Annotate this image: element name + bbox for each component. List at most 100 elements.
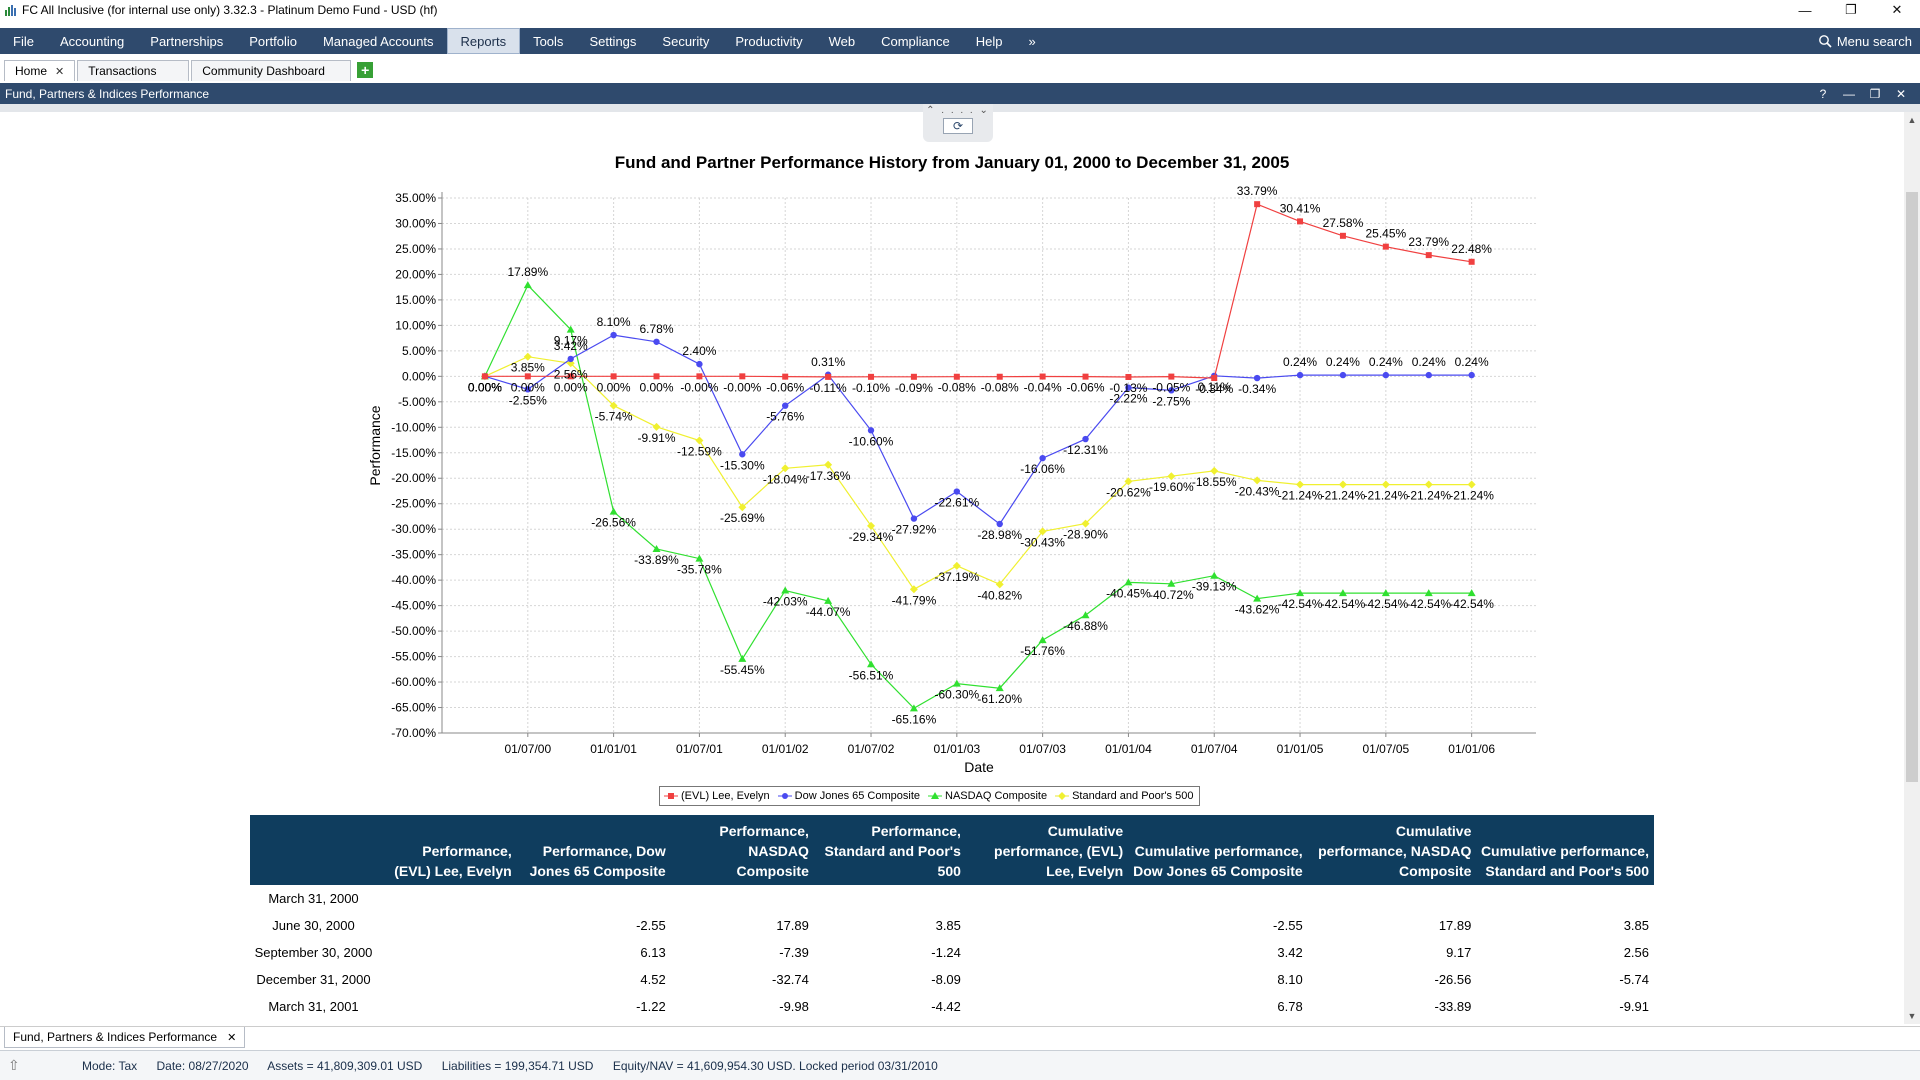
scroll-up-icon[interactable]: ▲ xyxy=(1907,115,1917,125)
data-point xyxy=(652,422,661,431)
data-label: -0.10% xyxy=(852,381,890,395)
table-cell-date: June 30, 2000 xyxy=(272,918,355,933)
data-label: -18.55% xyxy=(1192,475,1237,489)
table-cell xyxy=(1476,885,1654,912)
data-label: -42.54% xyxy=(1278,597,1323,611)
column-header-date[interactable] xyxy=(250,815,380,885)
table-cell: -33.89 xyxy=(1434,999,1472,1014)
scroll-down-icon[interactable]: ▼ xyxy=(1907,1011,1917,1021)
column-header[interactable]: Performance, (EVL) Lee, Evelyn xyxy=(380,815,517,885)
menu-portfolio[interactable]: Portfolio xyxy=(249,33,297,49)
splitter-arrows-icon[interactable]: ⌃ . . . . ⌄ xyxy=(926,105,990,116)
panel-title: Fund, Partners & Indices Performance xyxy=(5,86,210,101)
data-point xyxy=(824,460,833,469)
menu-accounting[interactable]: Accounting xyxy=(59,33,125,49)
table-row[interactable]: June 30, 2000 -2.55 17.89 3.85 -2.55 17.89 3.8… xyxy=(250,912,1654,939)
panel-close-button[interactable]: ✕ xyxy=(1895,86,1907,101)
data-point xyxy=(1038,636,1047,644)
data-label: 0.00% xyxy=(597,380,631,394)
data-label: -55.45% xyxy=(720,663,765,677)
column-header[interactable]: Cumulative performance, (EVL) Lee, Evely… xyxy=(965,815,1129,885)
legend-item-evl: (EVL) Lee, Evelyn xyxy=(664,790,770,802)
data-point xyxy=(1081,519,1090,528)
table-row[interactable]: March 31, 2000 xyxy=(250,885,1654,912)
panel-minimize-button[interactable]: — xyxy=(1843,86,1855,101)
data-label: -15.30% xyxy=(720,458,765,472)
column-header[interactable]: Cumulative performance, Standard and Poo… xyxy=(1476,815,1654,885)
legend-label: Standard and Poor's 500 xyxy=(1072,790,1194,802)
maximize-button[interactable]: ❐ xyxy=(1845,2,1857,17)
menu-help[interactable]: Help xyxy=(975,33,1003,49)
add-tab-button[interactable]: + xyxy=(357,62,374,78)
table-row[interactable]: September 30, 2000 6.13 -7.39 -1.24 3.42 9.17… xyxy=(250,939,1654,966)
x-tick-label: 01/01/05 xyxy=(1277,742,1324,756)
menu-tools[interactable]: Tools xyxy=(533,33,564,49)
series-line xyxy=(484,203,1472,379)
tab-fund-partners-performance[interactable]: Fund, Partners & Indices Performance ✕ xyxy=(4,1027,246,1048)
table-row[interactable]: March 31, 2001 -1.22 -9.98 -4.42 6.78 -33.89 -… xyxy=(250,993,1654,1020)
menu-compliance[interactable]: Compliance xyxy=(881,33,950,49)
table-header-row: Performance, (EVL) Lee, Evelyn Performan… xyxy=(250,815,1654,885)
column-header[interactable]: Cumulative performance, Dow Jones 65 Com… xyxy=(1128,815,1308,885)
tab-community-dashboard[interactable]: Community Dashboard xyxy=(191,60,352,81)
table-row[interactable]: December 31, 2000 4.52 -32.74 -8.09 8.10 -26.… xyxy=(250,966,1654,993)
menu-security[interactable]: Security xyxy=(662,33,710,49)
data-point xyxy=(952,679,961,687)
arrow-up-icon[interactable]: ⇧ xyxy=(8,1057,20,1073)
data-label: -60.30% xyxy=(934,688,979,702)
data-label: -22.61% xyxy=(934,496,979,510)
menu-overflow-icon[interactable]: » xyxy=(1028,33,1036,49)
panel-restore-button[interactable]: ❐ xyxy=(1869,86,1881,101)
table-cell: 9.17 xyxy=(1446,945,1472,960)
column-header[interactable]: Cumulative performance, NASDAQ Composite xyxy=(1307,815,1477,885)
y-tick-label: -5.00% xyxy=(398,395,436,409)
data-point xyxy=(652,545,661,553)
collapse-splitter[interactable]: ⌃ . . . . ⌄ ⟳ xyxy=(923,104,993,142)
data-label: -29.34% xyxy=(849,530,894,544)
close-button[interactable]: ✕ xyxy=(1891,2,1903,17)
table-cell: -2.55 xyxy=(1273,918,1303,933)
menu-file[interactable]: File xyxy=(13,33,34,49)
data-point xyxy=(825,373,832,380)
minimize-button[interactable]: — xyxy=(1798,2,1812,18)
menu-managed-accounts[interactable]: Managed Accounts xyxy=(322,33,434,49)
legend-item-sp500: Standard and Poor's 500 xyxy=(1055,790,1193,802)
data-point xyxy=(696,373,703,380)
menu-search[interactable]: Menu search xyxy=(1818,28,1912,54)
refresh-button[interactable]: ⟳ xyxy=(943,118,973,134)
data-label: -41.79% xyxy=(892,593,937,607)
bottom-tab-bar: Fund, Partners & Indices Performance ✕ xyxy=(0,1026,1920,1048)
status-assets: Assets = 41,809,309.01 USD xyxy=(267,1058,423,1073)
vertical-scrollbar[interactable]: ▲ ▼ xyxy=(1904,112,1920,1024)
column-header[interactable]: Performance, NASDAQ Composite xyxy=(670,815,814,885)
column-header[interactable]: Performance, Standard and Poor's 500 xyxy=(813,815,966,885)
data-point xyxy=(1296,589,1305,597)
status-mode: Mode: Tax xyxy=(82,1058,138,1073)
series-line xyxy=(484,356,1472,591)
x-axis-label: Date xyxy=(964,759,994,775)
data-label: -2.22% xyxy=(1109,392,1147,406)
y-tick-label: -40.00% xyxy=(391,573,436,587)
data-label: -19.60% xyxy=(1149,480,1194,494)
data-point xyxy=(1468,258,1475,265)
tab-transactions[interactable]: Transactions xyxy=(77,60,190,81)
y-tick-label: 10.00% xyxy=(395,318,436,332)
y-tick-label: 35.00% xyxy=(395,191,436,205)
menu-web[interactable]: Web xyxy=(828,33,856,49)
close-icon[interactable]: ✕ xyxy=(55,65,65,78)
table-cell xyxy=(1128,885,1308,912)
menu-partnerships[interactable]: Partnerships xyxy=(150,33,224,49)
legend-item-dow-jones: Dow Jones 65 Composite xyxy=(777,790,920,802)
scrollbar-thumb[interactable] xyxy=(1906,192,1918,782)
help-button[interactable]: ? xyxy=(1819,86,1827,101)
data-point xyxy=(1381,589,1390,597)
menu-settings[interactable]: Settings xyxy=(589,33,637,49)
column-header[interactable]: Performance, Dow Jones 65 Composite xyxy=(516,815,671,885)
data-point xyxy=(1382,371,1390,379)
close-icon[interactable]: ✕ xyxy=(227,1031,237,1044)
tab-home[interactable]: Home ✕ xyxy=(4,60,76,81)
menu-productivity[interactable]: Productivity xyxy=(735,33,803,49)
table-cell: 17.89 xyxy=(776,918,809,933)
data-point xyxy=(567,373,574,380)
menu-reports[interactable]: Reports xyxy=(446,28,521,54)
